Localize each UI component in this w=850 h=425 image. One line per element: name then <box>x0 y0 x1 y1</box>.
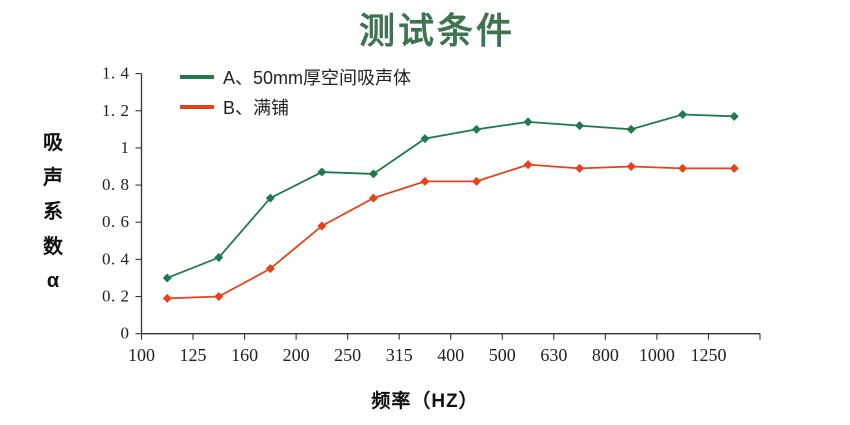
svg-text:100: 100 <box>128 345 155 365</box>
svg-text:160: 160 <box>231 345 258 365</box>
svg-text:1250: 1250 <box>690 345 726 365</box>
svg-text:315: 315 <box>386 345 413 365</box>
svg-text:500: 500 <box>489 345 516 365</box>
svg-text:1. 4: 1. 4 <box>102 64 130 83</box>
svg-text:400: 400 <box>437 345 464 365</box>
svg-text:200: 200 <box>283 345 310 365</box>
svg-text:1. 2: 1. 2 <box>102 101 130 120</box>
svg-text:1: 1 <box>121 138 130 157</box>
svg-text:1000: 1000 <box>639 345 675 365</box>
svg-text:800: 800 <box>592 345 619 365</box>
svg-text:125: 125 <box>180 345 207 365</box>
svg-text:0: 0 <box>121 324 130 343</box>
svg-text:0. 6: 0. 6 <box>102 212 130 231</box>
svg-text:0. 2: 0. 2 <box>102 287 130 306</box>
svg-text:0. 4: 0. 4 <box>102 249 130 268</box>
svg-text:250: 250 <box>334 345 361 365</box>
svg-text:630: 630 <box>540 345 567 365</box>
svg-text:0. 8: 0. 8 <box>102 175 130 194</box>
